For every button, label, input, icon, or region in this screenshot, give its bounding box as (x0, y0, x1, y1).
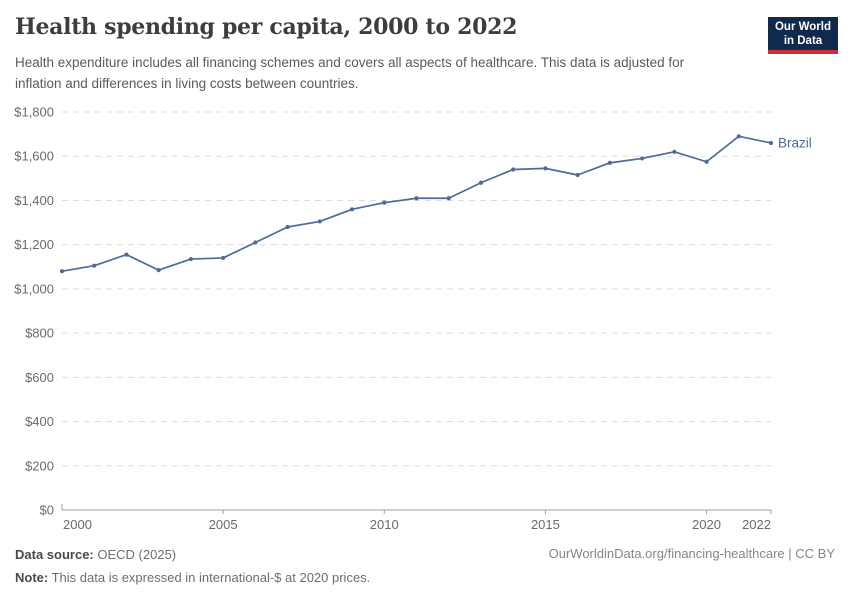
data-point[interactable] (414, 196, 419, 201)
owid-logo[interactable]: Our World in Data (768, 17, 838, 54)
data-point[interactable] (575, 172, 580, 178)
data-source-value: OECD (2025) (97, 547, 177, 562)
data-point[interactable] (607, 160, 612, 165)
y-axis-tick-label: $1,000 (14, 281, 54, 296)
data-point[interactable] (478, 180, 484, 185)
x-axis-tick-label: 2000 (63, 517, 92, 532)
data-point[interactable] (59, 269, 65, 274)
data-point[interactable] (639, 156, 645, 161)
x-axis-tick-label: 2015 (531, 517, 560, 532)
chart-subtitle: Health expenditure includes all financin… (15, 55, 685, 91)
data-point[interactable] (221, 255, 226, 261)
citation-link[interactable]: OurWorldinData.org/financing-healthcare … (548, 546, 835, 561)
data-point[interactable] (92, 263, 97, 268)
series-end-label[interactable]: Brazil (778, 135, 812, 150)
data-point[interactable] (253, 240, 258, 245)
y-axis-tick-label: $0 (40, 503, 54, 518)
y-axis-tick-label: $1,800 (14, 105, 54, 120)
footer-notes: Data source: OECD (2025) Note: This data… (15, 543, 370, 589)
data-point[interactable] (188, 256, 194, 262)
data-point[interactable] (349, 207, 355, 212)
data-point[interactable] (156, 267, 161, 273)
y-axis-tick-label: $400 (25, 414, 54, 429)
data-point[interactable] (704, 159, 709, 164)
data-point[interactable] (317, 219, 322, 224)
note-value: This data is expressed in international-… (51, 570, 371, 585)
data-source-row: Data source: OECD (2025) (15, 543, 370, 566)
x-axis-tick-label: 2022 (742, 517, 771, 532)
y-axis-tick-label: $1,200 (14, 237, 54, 252)
y-axis-tick-label: $200 (25, 458, 54, 473)
note-label: Note: (15, 570, 49, 585)
data-point[interactable] (382, 200, 387, 205)
data-point[interactable] (511, 167, 516, 172)
data-point[interactable] (736, 134, 741, 139)
y-axis-tick-label: $1,600 (14, 149, 54, 164)
x-axis-tick-label: 2005 (209, 517, 238, 532)
y-axis-tick-label: $800 (25, 326, 54, 341)
owid-logo-line1: Our World (774, 20, 831, 33)
owid-logo-line2: in Data (783, 34, 823, 47)
x-axis-tick-label: 2010 (370, 517, 399, 532)
x-axis-tick-label: 2020 (692, 517, 721, 532)
note-row: Note: This data is expressed in internat… (15, 566, 370, 589)
data-point[interactable] (543, 166, 548, 171)
page-title: Health spending per capita, 2000 to 2022 (15, 14, 518, 40)
y-axis-tick-label: $600 (25, 370, 54, 385)
data-point[interactable] (124, 252, 129, 257)
data-point[interactable] (285, 224, 290, 230)
y-axis-tick-label: $1,400 (14, 193, 54, 208)
data-point[interactable] (672, 149, 677, 154)
data-point[interactable] (446, 196, 451, 201)
data-point[interactable] (768, 140, 774, 146)
data-source-label: Data source: (15, 547, 94, 562)
